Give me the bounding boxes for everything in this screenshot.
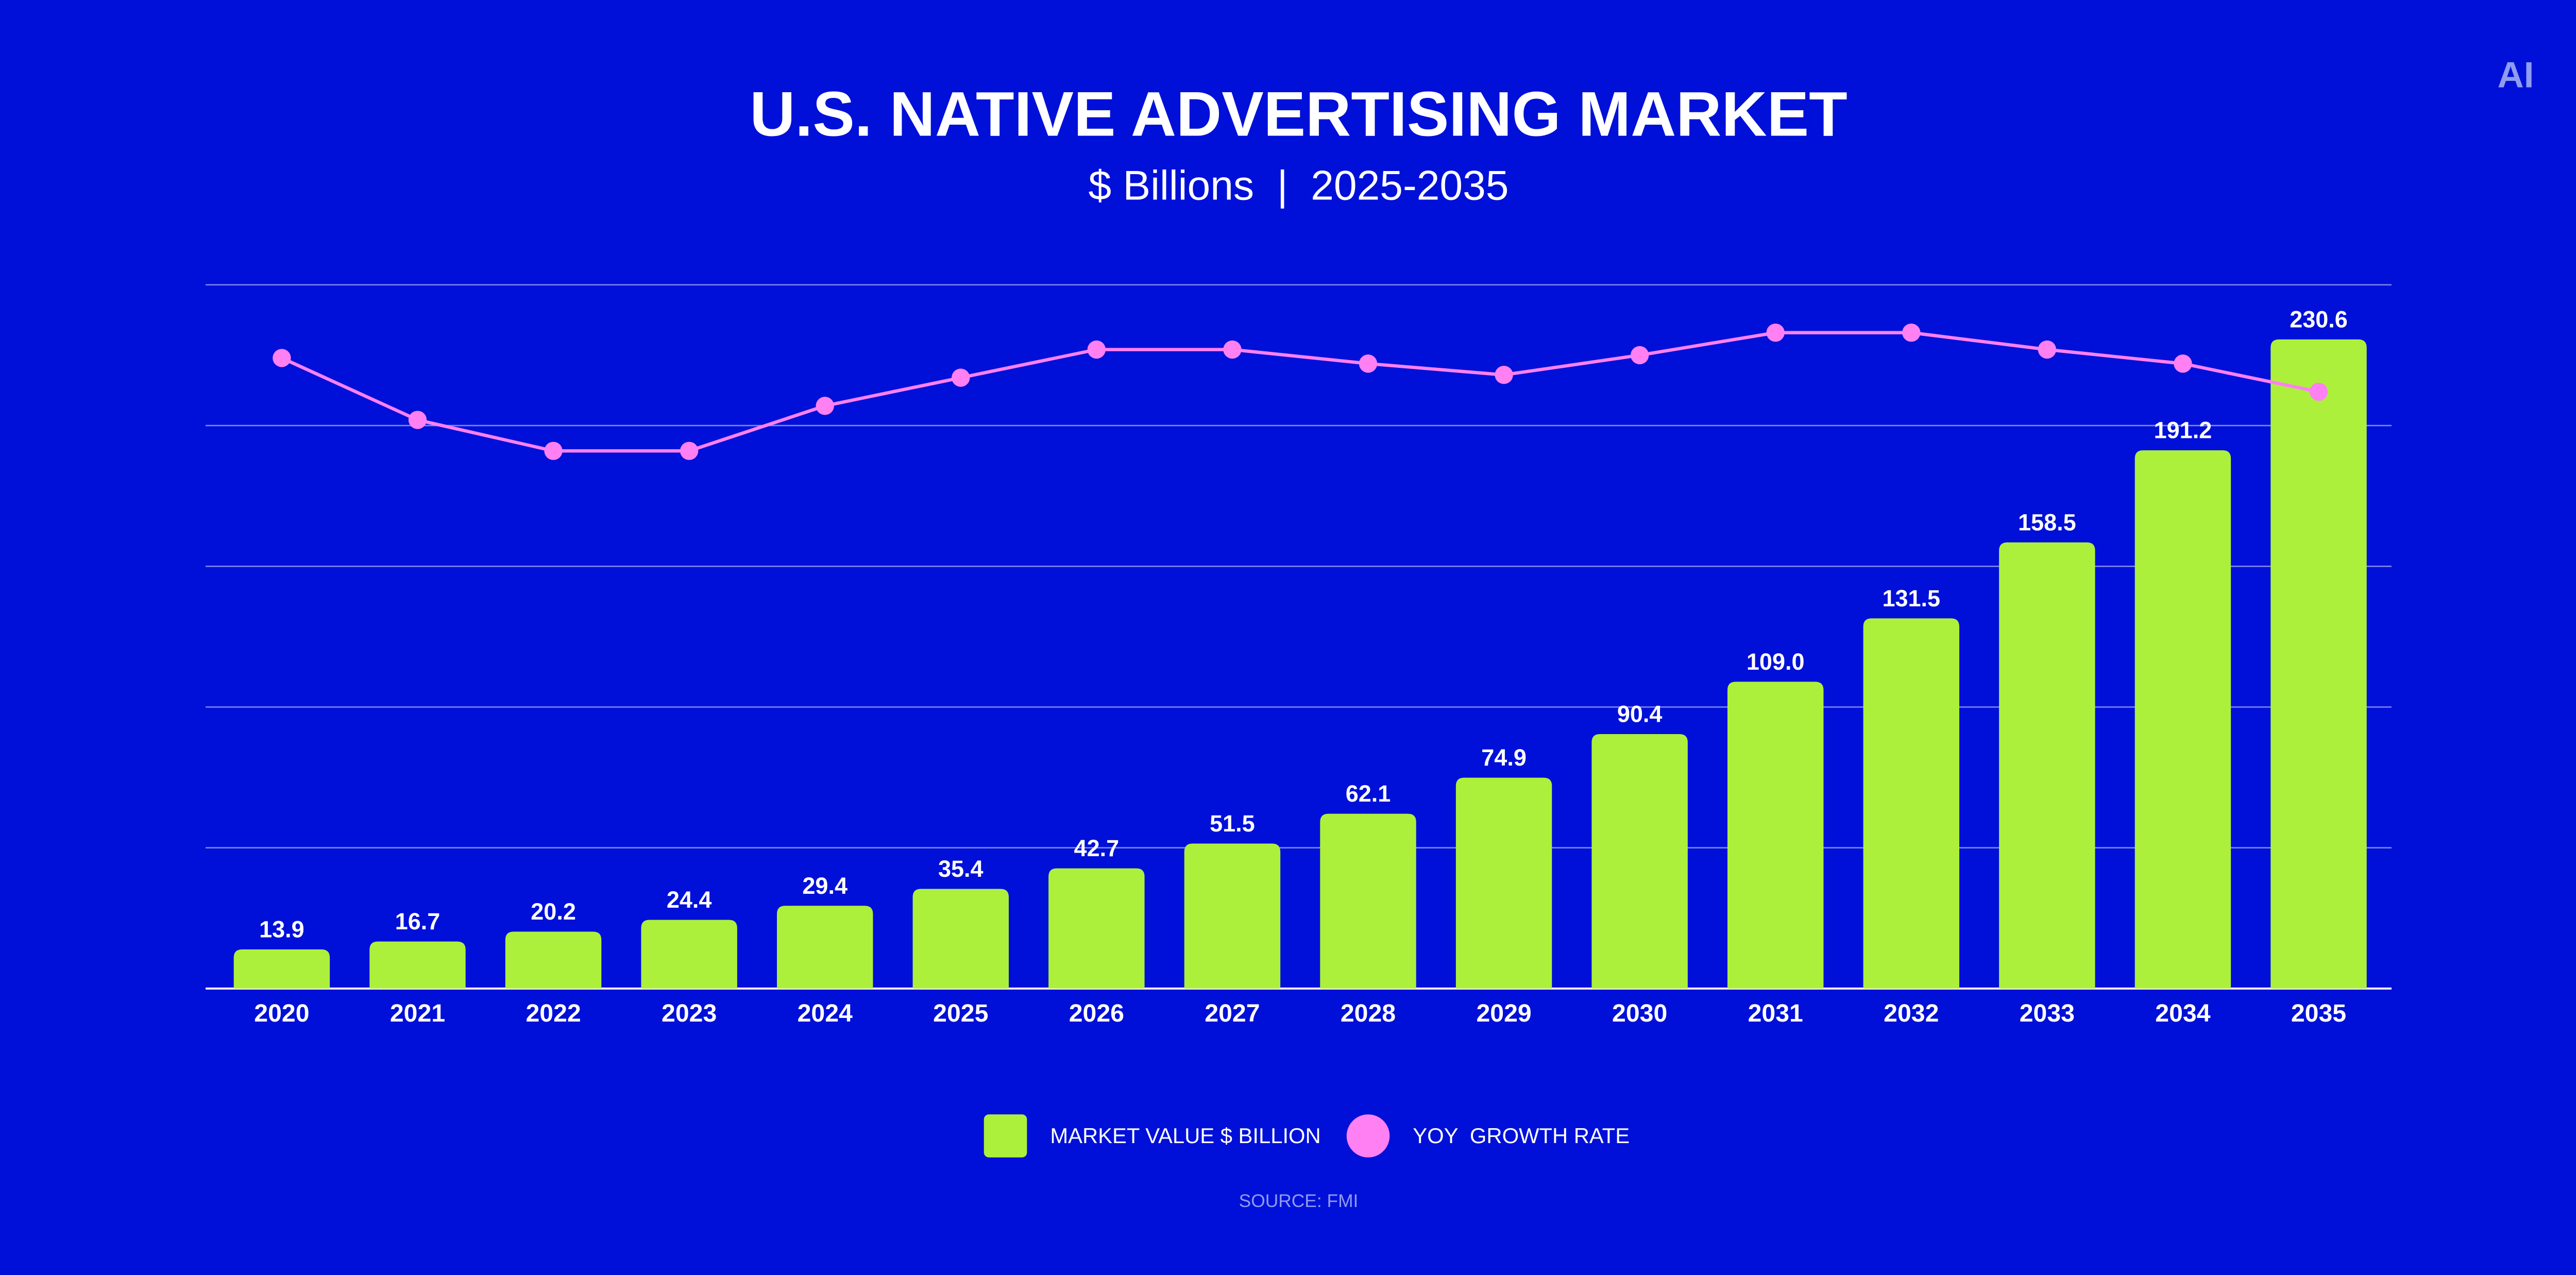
growth-point xyxy=(1223,340,1242,359)
x-tick-label: 2030 xyxy=(1612,999,1667,1027)
data-label: 42.7 xyxy=(1074,835,1120,861)
growth-point xyxy=(2038,340,2057,359)
growth-point xyxy=(1087,340,1106,359)
data-label: 20.2 xyxy=(531,898,576,925)
bar xyxy=(1320,813,1416,989)
chart-title: U.S. NATIVE ADVERTISING MARKET xyxy=(750,79,1848,149)
logo: AI xyxy=(2498,55,2534,95)
x-tick-label: 2024 xyxy=(798,999,853,1027)
source: SOURCE: FMI xyxy=(1239,1191,1359,1211)
x-tick-label: 2034 xyxy=(2155,999,2210,1027)
growth-point xyxy=(816,397,834,415)
growth-point xyxy=(273,349,291,367)
bar xyxy=(505,931,602,989)
growth-point xyxy=(1359,354,1378,373)
x-tick-label: 2026 xyxy=(1069,999,1124,1027)
data-label: 191.2 xyxy=(2154,417,2212,444)
chart-subtitle: $ Billions | 2025-2035 xyxy=(1089,163,1509,209)
bar xyxy=(1863,618,1959,989)
data-label: 62.1 xyxy=(1346,780,1391,807)
x-tick-label: 2031 xyxy=(1748,999,1803,1027)
data-label: 230.6 xyxy=(2290,306,2348,332)
growth-point xyxy=(1495,366,1513,384)
bar xyxy=(369,941,466,989)
growth-point xyxy=(544,441,563,460)
growth-point xyxy=(1766,324,1785,342)
data-label: 109.0 xyxy=(1747,649,1805,675)
x-tick-label: 2022 xyxy=(526,999,581,1027)
x-tick-label: 2033 xyxy=(2020,999,2075,1027)
x-tick-label: 2021 xyxy=(390,999,445,1027)
data-label: 13.9 xyxy=(259,916,304,943)
legend-swatch xyxy=(984,1114,1027,1158)
data-label: 35.4 xyxy=(938,856,984,882)
legend-swatch xyxy=(1346,1114,1390,1158)
data-label: 158.5 xyxy=(2018,509,2076,535)
growth-point xyxy=(1902,324,1921,342)
x-tick-label: 2032 xyxy=(1884,999,1939,1027)
growth-line xyxy=(281,331,2319,453)
growth-point xyxy=(1630,346,1649,365)
bar xyxy=(912,889,1009,989)
x-tick-label: 2020 xyxy=(254,999,309,1027)
x-tick-label: 2027 xyxy=(1205,999,1260,1027)
data-label: 90.4 xyxy=(1617,701,1663,727)
x-tick-label: 2029 xyxy=(1476,999,1531,1027)
data-label: 24.4 xyxy=(667,887,712,913)
data-label: 74.9 xyxy=(1481,744,1527,771)
x-tick-label: 2025 xyxy=(933,999,988,1027)
bar xyxy=(1048,868,1145,989)
growth-point xyxy=(2174,354,2192,373)
bar xyxy=(233,949,330,989)
bar xyxy=(641,920,737,989)
growth-point xyxy=(680,441,699,460)
bar xyxy=(1184,843,1281,989)
legend-label: MARKET VALUE $ BILLION xyxy=(1050,1124,1320,1148)
x-tick-label: 2023 xyxy=(662,999,717,1027)
bar xyxy=(1591,734,1688,989)
data-label: 51.5 xyxy=(1210,810,1255,837)
bar xyxy=(1727,682,1824,989)
growth-point xyxy=(2309,382,2328,401)
bar xyxy=(2270,339,2367,989)
growth-point xyxy=(408,411,427,429)
bar xyxy=(1455,777,1552,989)
growth-point xyxy=(952,368,970,387)
data-label: 16.7 xyxy=(395,908,440,934)
legend-label: YOY GROWTH RATE xyxy=(1413,1124,1630,1148)
bar xyxy=(2134,450,2231,989)
data-label: 29.4 xyxy=(802,873,848,899)
x-tick-label: 2035 xyxy=(2291,999,2346,1027)
x-tick-label: 2028 xyxy=(1341,999,1396,1027)
bar xyxy=(777,906,873,989)
data-label: 131.5 xyxy=(1882,585,1940,611)
bar xyxy=(1999,542,2095,989)
